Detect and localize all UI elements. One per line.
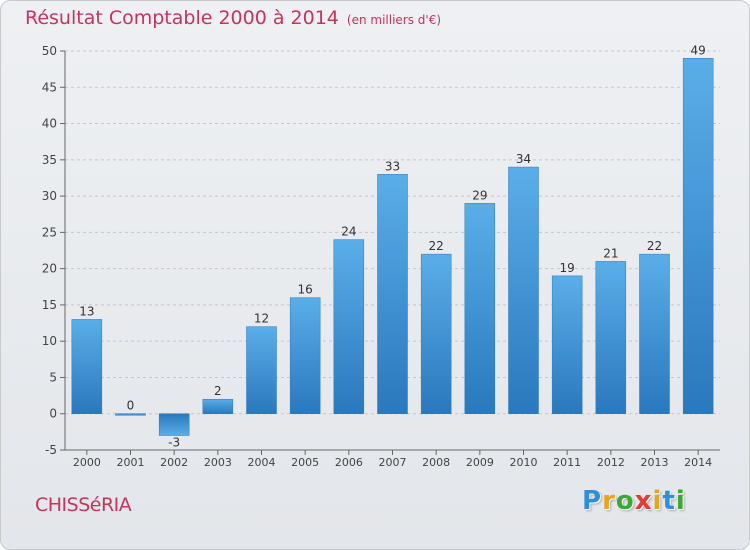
x-tick-label: 2006 [335,456,363,469]
bar [158,413,190,436]
bar [377,174,408,414]
bar [289,297,321,414]
data-label: 24 [341,225,356,239]
data-label: 19 [560,261,575,275]
data-label: 49 [691,43,706,57]
bar [682,58,714,414]
data-label: 33 [385,159,400,173]
logo-letter: t [662,486,676,516]
y-tick-label: 40 [42,117,57,131]
chart-unit: (en milliers d'€) [346,13,442,27]
data-label: 13 [79,304,94,318]
bar [202,398,234,414]
y-tick-label: 10 [42,334,57,348]
data-label: 22 [647,239,662,253]
chart-title-block: Résultat Comptable 2000 à 2014 (en millie… [25,7,441,29]
bar [333,239,365,414]
data-label: 12 [254,312,269,326]
data-label: 29 [472,188,487,202]
logo-letter: i [675,486,686,516]
bar [508,166,539,414]
x-tick-label: 2007 [379,456,407,469]
bar [71,319,103,414]
data-label: 0 [127,399,135,413]
data-label: 22 [429,239,444,253]
y-tick-label: 0 [49,407,57,421]
bar [246,326,277,414]
chart-title: Résultat Comptable 2000 à 2014 [25,7,339,29]
x-tick-label: 2005 [291,456,319,469]
x-tick-label: 2011 [553,456,581,469]
y-tick-label: 20 [42,262,57,276]
x-tick-label: 2003 [204,456,232,469]
x-tick-label: 2004 [248,456,276,469]
data-label: 16 [298,283,313,297]
logo-letter: i [652,486,663,516]
bar [115,413,146,416]
y-tick-label: 25 [42,225,57,239]
y-tick-label: 45 [42,80,57,94]
logo-letter: P [582,486,603,516]
bar [595,261,627,414]
y-tick-label: 35 [42,153,57,167]
x-tick-label: 2013 [641,456,669,469]
logo-letter: x [634,486,653,516]
proxiti-logo: Proxiti [582,486,686,516]
x-tick-label: 2000 [73,456,101,469]
y-tick-label: -5 [45,443,57,457]
logo-letter: o [615,486,635,516]
data-label: 21 [603,246,618,260]
x-tick-label: 2002 [160,456,188,469]
x-tick-label: 2012 [597,456,625,469]
data-label: -3 [168,435,180,449]
bar [639,253,670,414]
bar [551,275,583,414]
commune-name: CHISSéRIA [35,494,132,516]
bar [420,253,452,414]
y-tick-label: 50 [42,44,57,58]
x-tick-label: 2009 [466,456,494,469]
y-tick-label: 30 [42,189,57,203]
logo-letter: r [602,486,616,516]
y-tick-label: 5 [49,370,57,384]
data-label: 2 [214,384,222,398]
x-tick-label: 2008 [422,456,450,469]
x-tick-label: 2014 [684,456,712,469]
data-label: 34 [516,152,531,166]
x-tick-label: 2010 [510,456,538,469]
x-tick-label: 2001 [117,456,145,469]
bar [464,203,496,414]
y-tick-label: 15 [42,298,57,312]
